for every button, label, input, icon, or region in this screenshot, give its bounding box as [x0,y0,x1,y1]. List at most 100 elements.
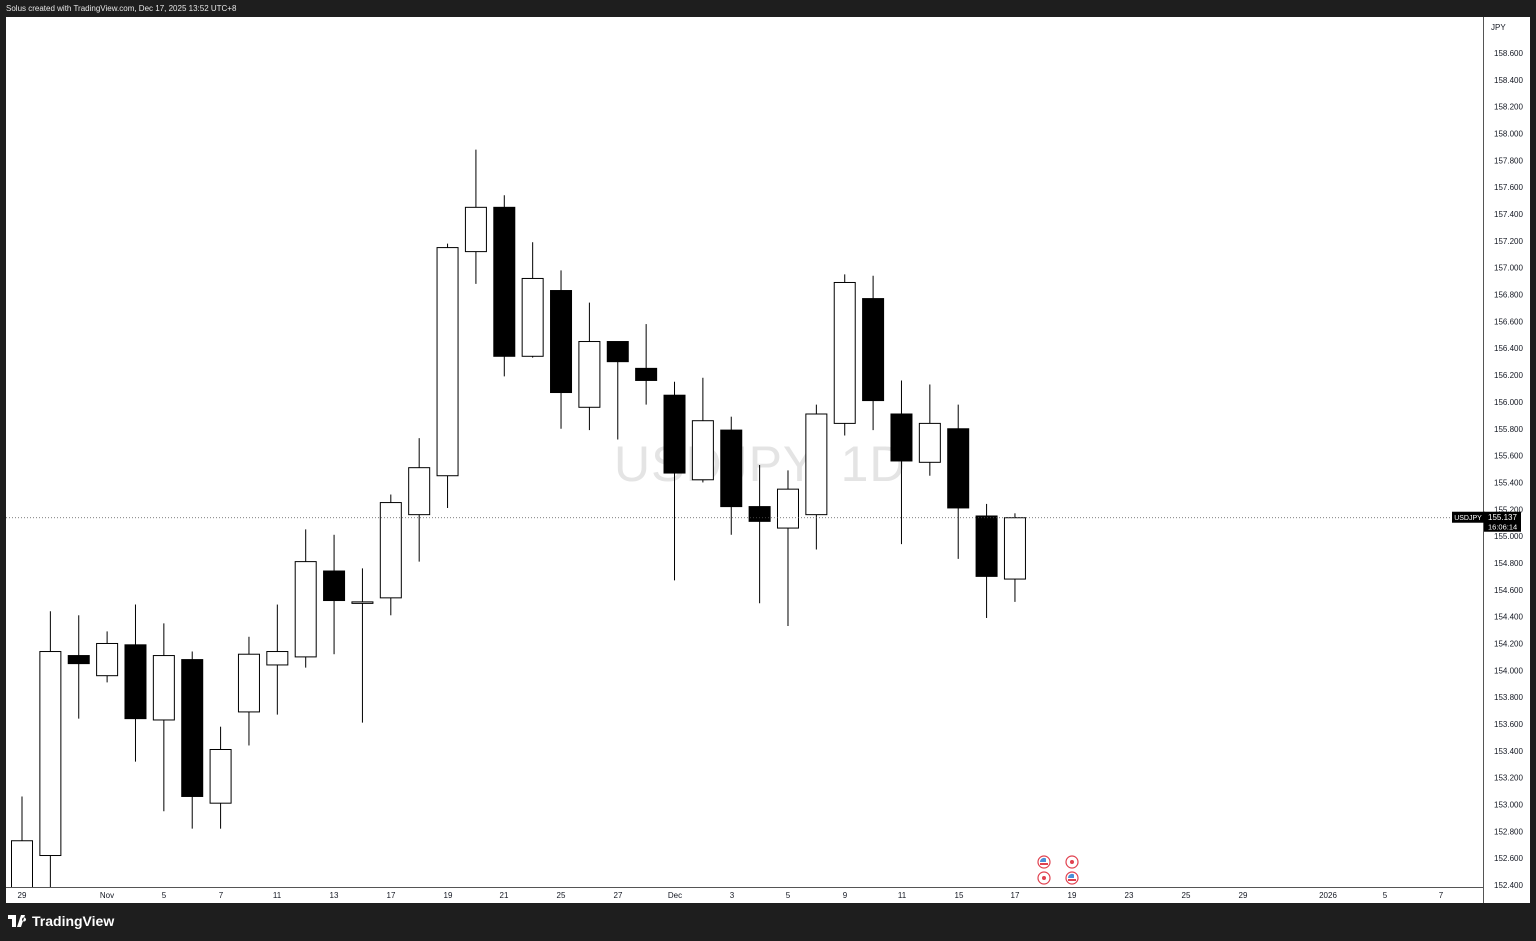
price-tick-label: 158.400 [1494,76,1523,85]
price-tick-label: 155.400 [1494,478,1523,487]
candle-body[interactable] [606,341,629,363]
price-tick-label: 156.800 [1494,291,1523,300]
candle-body[interactable] [96,642,119,677]
time-tick-label: 25 [1182,891,1191,900]
price-tick-label: 158.600 [1494,49,1523,58]
candle-body[interactable] [237,653,260,713]
candle-body[interactable] [379,502,402,599]
time-tick-label: 29 [1239,891,1248,900]
price-tick-label: 155.000 [1494,532,1523,541]
price-tick-label: 157.600 [1494,183,1523,192]
price-tick-label: 154.600 [1494,586,1523,595]
candle-body[interactable] [578,341,601,408]
candle-body[interactable] [635,367,658,381]
candle-body[interactable] [947,428,970,509]
candle-body[interactable] [550,290,573,394]
time-tick-label: Nov [100,891,114,900]
candle-body[interactable] [691,420,714,481]
symbol-tag-text: USDJPY [1454,515,1482,522]
candle-body[interactable] [323,570,346,602]
candle-body[interactable] [776,488,799,529]
price-tick-label: 153.200 [1494,774,1523,783]
candle-body[interactable] [663,394,686,474]
candles-group [11,149,1026,891]
candle-body[interactable] [521,277,544,357]
price-tick-label: 157.800 [1494,156,1523,165]
time-tick-label: 25 [557,891,566,900]
time-tick-label: 29 [18,891,27,900]
logo-text: TradingView [32,913,115,929]
candlestick-chart[interactable]: JPY 158.600 158.400 158.200 158.000 157.800 15… [6,17,1530,903]
candle-body[interactable] [436,247,459,477]
chart-caption: Solus created with TradingView.com, Dec … [6,4,237,13]
candle-body[interactable] [1003,517,1026,580]
us-flag-stripes [1068,879,1076,881]
footer: TradingView [0,903,1536,941]
us-flag-canton [1067,873,1074,878]
symbol-tag [1452,511,1485,523]
time-tick-label: 7 [1439,891,1444,900]
price-tick-label: 155.800 [1494,425,1523,434]
price-tick-label: 152.600 [1494,854,1523,863]
candle-body[interactable] [67,655,90,665]
price-tick-label: 154.200 [1494,639,1523,648]
tradingview-logo-icon [8,915,27,927]
price-tick-label: 156.000 [1494,398,1523,407]
event-dot [1042,876,1046,880]
price-tick-label: 157.400 [1494,210,1523,219]
candle-body[interactable] [493,206,516,357]
time-tick-label: 21 [500,891,509,900]
candle-body[interactable] [181,659,204,797]
time-tick-label: 19 [444,891,453,900]
price-tick-label: 157.200 [1494,237,1523,246]
candle-body[interactable] [748,506,771,522]
price-tick-label: 158.000 [1494,130,1523,139]
price-tick-label: 153.800 [1494,693,1523,702]
us-flag-stripes [1040,863,1048,865]
candle-body[interactable] [890,413,913,462]
time-tick-label: 7 [219,891,224,900]
price-tick-label: 152.800 [1494,827,1523,836]
event-dot [1070,860,1074,864]
time-tick-label: 3 [730,891,735,900]
candle-body[interactable] [720,429,743,508]
candle-body[interactable] [464,206,487,253]
time-tick-label: 5 [162,891,167,900]
price-tick-label: 156.200 [1494,371,1523,380]
time-tick-label: 11 [898,891,907,900]
candle-body[interactable] [975,515,998,577]
candle-body[interactable] [152,655,175,721]
last-price-tag [1484,511,1521,532]
last-price-value: 155.137 [1488,513,1517,522]
candle-body[interactable] [266,651,289,666]
price-tick-label: 156.400 [1494,344,1523,353]
candle-body[interactable] [294,561,317,658]
time-tick-label: 27 [614,891,623,900]
price-tick-label: 154.800 [1494,559,1523,568]
candle-body[interactable] [351,601,374,604]
price-tick-label: 154.000 [1494,666,1523,675]
candle-body[interactable] [833,281,856,424]
candle-body[interactable] [862,298,885,402]
time-tick-label: 19 [1068,891,1077,900]
time-tick-label: 2026 [1319,891,1337,900]
candle-body[interactable] [918,422,941,463]
price-tick-label: 156.600 [1494,317,1523,326]
time-tick-label: 5 [786,891,791,900]
price-tick-label: 154.400 [1494,613,1523,622]
bar-countdown: 16:06:14 [1488,523,1517,532]
price-tick-label: 155.200 [1494,505,1523,514]
candle-body[interactable] [805,413,828,516]
time-tick-label: 17 [1011,891,1020,900]
candle-body[interactable] [124,644,147,720]
price-tick-label: 153.600 [1494,720,1523,729]
candle-body[interactable] [11,840,33,891]
candle-body[interactable] [408,467,431,516]
chart-frame: USDJPY, 1D JPY 158.600 158.400 158.200 158.0… [6,17,1530,903]
time-tick-label: Dec [668,891,682,900]
time-tick-label: 9 [843,891,848,900]
candle-body[interactable] [209,748,232,804]
candle-body[interactable] [39,651,62,857]
tradingview-logo[interactable]: TradingView [8,913,114,929]
price-tick-label: 157.000 [1494,264,1523,273]
